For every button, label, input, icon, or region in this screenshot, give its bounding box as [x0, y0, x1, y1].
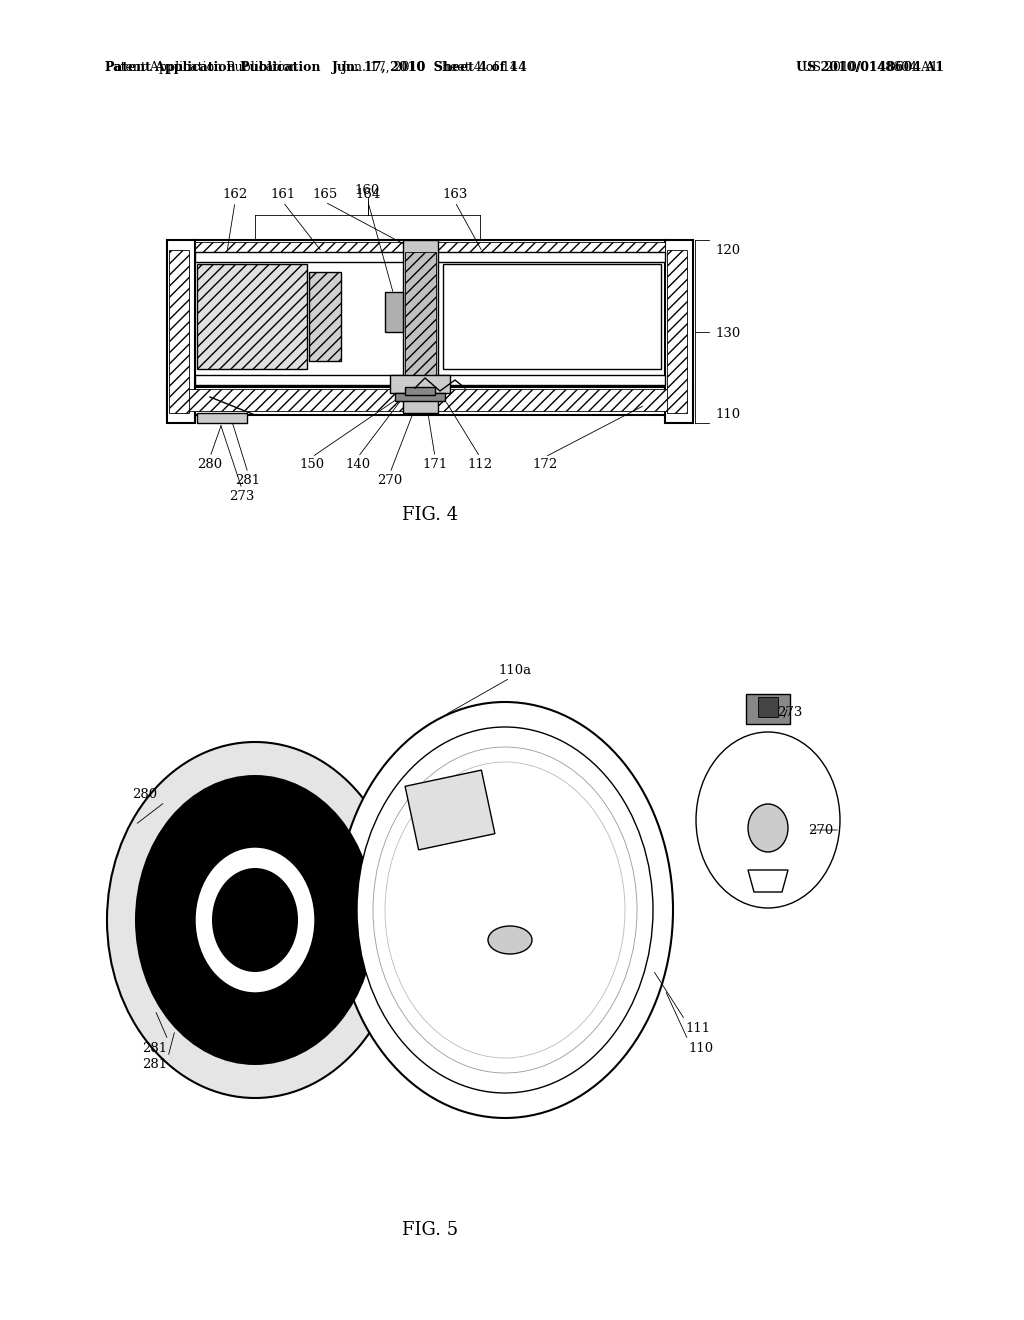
Bar [197, 413, 247, 422]
Ellipse shape [337, 702, 673, 1118]
Bar [667, 249, 687, 413]
Bar [746, 694, 790, 723]
Text: 281: 281 [142, 1059, 168, 1072]
Text: 130: 130 [715, 327, 740, 341]
Text: 162: 162 [222, 189, 248, 202]
Ellipse shape [748, 804, 788, 851]
Bar [177, 389, 683, 411]
Text: 161: 161 [270, 189, 296, 202]
Text: 280: 280 [132, 788, 158, 801]
Bar [167, 240, 195, 422]
Ellipse shape [373, 747, 637, 1073]
Text: US 2010/0148604 A1: US 2010/0148604 A1 [796, 62, 944, 74]
Text: Patent Application Publication: Patent Application Publication [105, 62, 298, 74]
Bar [167, 387, 693, 414]
Text: 112: 112 [467, 458, 493, 471]
Bar [384, 292, 402, 333]
Text: 150: 150 [299, 458, 325, 471]
Text: US 2010/0148604 A1: US 2010/0148604 A1 [802, 62, 938, 74]
Bar [442, 264, 662, 370]
Text: 140: 140 [345, 458, 371, 471]
Text: 165: 165 [312, 189, 338, 202]
Bar [195, 375, 665, 385]
Ellipse shape [135, 775, 375, 1065]
Bar [758, 697, 778, 717]
Text: 281: 281 [236, 474, 260, 487]
Text: 110a: 110a [499, 664, 531, 676]
Text: FIG. 5: FIG. 5 [402, 1221, 458, 1239]
Text: 164: 164 [355, 189, 381, 202]
Ellipse shape [357, 727, 653, 1093]
Text: 171: 171 [422, 458, 447, 471]
Text: 273: 273 [777, 705, 803, 718]
Text: 111: 111 [685, 1022, 710, 1035]
Ellipse shape [488, 927, 532, 954]
Ellipse shape [385, 762, 625, 1059]
Text: Jun. 17, 2010  Sheet 4 of 14: Jun. 17, 2010 Sheet 4 of 14 [342, 62, 518, 74]
Ellipse shape [106, 742, 403, 1098]
Bar [402, 240, 437, 413]
Text: 120: 120 [715, 243, 740, 256]
Text: 270: 270 [378, 474, 402, 487]
Bar [197, 264, 307, 370]
Text: 110: 110 [715, 408, 740, 421]
Ellipse shape [696, 733, 840, 908]
Bar [193, 240, 667, 257]
Bar [309, 272, 341, 360]
Bar [169, 249, 189, 413]
Bar [390, 375, 450, 393]
Text: 280: 280 [198, 458, 222, 471]
Text: Patent Application Publication: Patent Application Publication [105, 62, 321, 74]
Bar [195, 242, 665, 256]
Ellipse shape [195, 847, 315, 993]
Text: 281: 281 [142, 1041, 168, 1055]
Text: FIG. 4: FIG. 4 [402, 506, 458, 524]
Text: 273: 273 [229, 491, 255, 503]
Bar [665, 240, 693, 422]
Text: Jun. 17, 2010  Sheet 4 of 14: Jun. 17, 2010 Sheet 4 of 14 [332, 62, 528, 74]
Text: 110: 110 [688, 1041, 713, 1055]
Bar [404, 252, 435, 397]
Text: 163: 163 [442, 189, 468, 202]
Polygon shape [748, 870, 788, 892]
Bar [406, 387, 435, 395]
Ellipse shape [212, 869, 298, 972]
Text: 270: 270 [808, 824, 834, 837]
Bar [395, 393, 445, 401]
Text: 160: 160 [355, 183, 380, 197]
Polygon shape [406, 770, 495, 850]
Text: 172: 172 [532, 458, 558, 471]
Bar [195, 252, 665, 261]
